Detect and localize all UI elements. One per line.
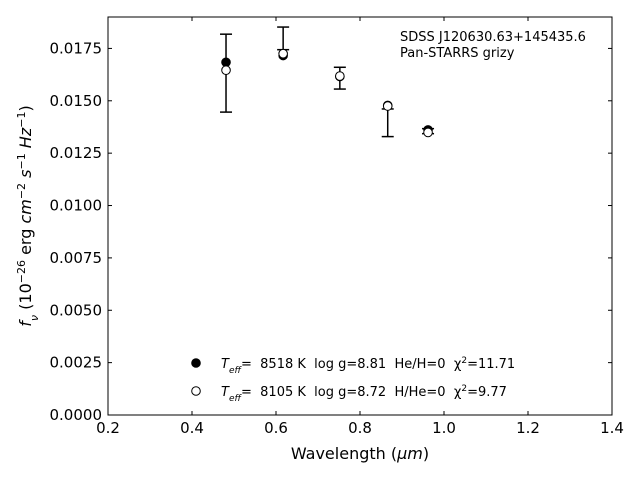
legend-text-part: eff [229,394,243,404]
y-tick-label: 0.0175 [50,39,103,57]
y-tick-label: 0.0000 [50,406,103,424]
x-axis-label: Wavelength (μm) [291,444,429,463]
y-tick-label: 0.0025 [50,354,103,372]
y-axis-label-part: ) [16,105,35,111]
legend-entry: Teff= 8105 K log g=8.72 H/He=0 χ2=9.77 [221,384,507,404]
x-tick-label: 0.2 [96,419,120,437]
y-axis-label-part: −1 [15,112,28,128]
y-axis-label-part: −26 [15,260,28,283]
legend-text-part: = 8105 K log g=8.72 H/He=0 χ [241,385,462,400]
y-tick-label: 0.0150 [50,92,103,110]
legend-text-part: T [221,385,230,400]
model-point-open [423,127,433,138]
legend-text-part: =9.77 [467,385,507,400]
x-tick-label: 1.2 [516,419,540,437]
legend-text-part: T [221,357,230,372]
axes: 0.2 0.4 0.6 0.8 1.0 1.2 1.4 0.0000 0.0025 0.0050 0… [50,16,624,437]
x-tick-label: 0.8 [348,419,372,437]
x-tick-label: 0.4 [180,419,204,437]
x-tick-label: 1.4 [600,419,624,437]
y-axis-label-part: cm [16,199,35,223]
object-name-annotation: SDSS J120630.63+145435.6 [400,30,586,45]
y-axis-label-part: Hz [16,127,35,148]
legend: Teff= 8518 K log g=8.81 He/H=0 χ2=11.71T… [191,356,515,404]
y-axis-label-part: ν [28,315,41,321]
survey-annotation: Pan-STARRS grizy [400,46,515,61]
labels: Wavelength (μm) fν (10−26 erg cm−2 s−1 H… [15,30,586,463]
legend-text-part: 2 [461,356,467,366]
model-point-open [221,65,231,76]
x-axis-label-suffix: ) [423,444,429,463]
legend-text-part: = 8518 K log g=8.81 He/H=0 χ [241,357,462,372]
data-markers [221,48,433,138]
y-axis-label-part: −1 [15,153,28,169]
x-axis-label-prefix: Wavelength ( [291,444,397,463]
legend-entry: Teff= 8518 K log g=8.81 He/H=0 χ2=11.71 [221,356,515,376]
legend-marker-open [191,386,201,396]
x-tick-label: 0.6 [264,419,288,437]
model-point-filled [221,57,231,68]
legend-text-part: 2 [461,384,467,394]
legend-text-part: =11.71 [467,357,515,372]
plot-frame [107,16,613,416]
model-point-open [382,101,393,111]
legend-marker-filled [191,358,201,368]
model-point-open [335,71,345,81]
model-point-open [278,48,288,59]
x-tick-label: 1.0 [432,419,456,437]
y-tick-label: 0.0050 [50,301,103,319]
y-axis-label-part: erg [16,224,35,260]
y-tick-label: 0.0075 [50,249,103,267]
y-tick-label: 0.0125 [50,144,103,162]
x-axis-label-unit: μm [396,444,423,463]
y-axis-label-part: f [16,319,35,327]
y-axis-label-part: (10 [16,283,35,315]
y-axis-label-part: s [16,170,35,178]
legend-text-part: eff [229,366,243,376]
y-axis-label-part: −2 [15,183,28,199]
y-tick-label: 0.0100 [50,197,103,215]
y-axis-label: fν (10−26 erg cm−2 s−1 Hz−1) [15,105,41,326]
